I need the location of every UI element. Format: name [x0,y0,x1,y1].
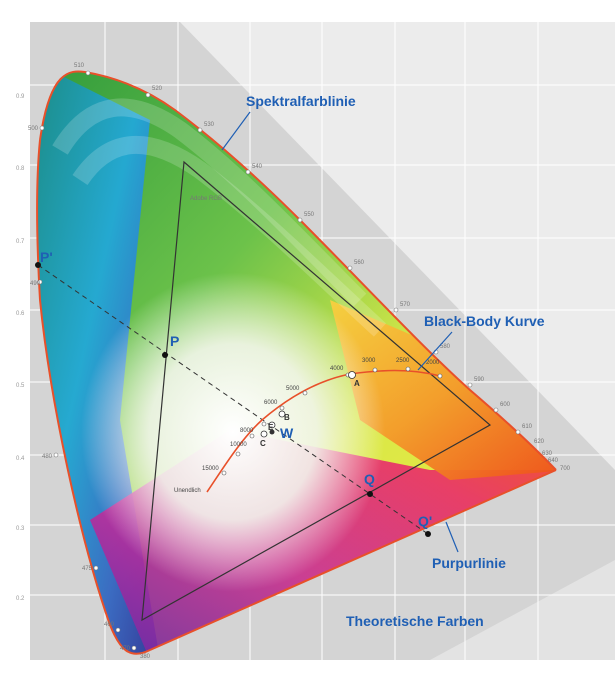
gamut-triangle [141,160,492,622]
wl-label: 520 [152,86,163,92]
wl-label: 550 [304,212,315,218]
spectral-leader [221,111,251,151]
wl-label: 620 [534,439,545,445]
wl-label: 510 [74,63,85,69]
blackbody-label: Black-Body Kurve [424,313,545,329]
point-p-label: P [170,333,179,349]
purple-line [149,469,557,651]
bb-label: 5000 [286,386,300,392]
tick-label: 0.2 [16,596,25,602]
blackbody-labels: 2000 2500 3000 4000 5000 6000 8000 10000… [174,358,440,494]
tick-label: 0.3 [16,526,25,532]
point-p-prime-label: P' [40,249,53,265]
tick-label: 0.8 [16,166,25,172]
wl-label: 610 [522,424,533,430]
blackbody-curve [206,369,441,493]
wl-label: 540 [252,164,263,170]
wl-label: 380 [140,654,151,660]
spectral-locus [39,70,557,471]
bb-label: Unendlich [174,488,201,494]
theoretical-label: Theoretische Farben [346,613,484,629]
bb-label: 8000 [240,428,254,434]
wl-label: 590 [474,377,485,383]
wl-label: 630 [542,451,553,457]
purple-label: Purpurlinie [432,555,506,571]
wl-label: 500 [28,126,39,132]
point-q-prime-label: Q' [418,513,432,529]
wl-label: 470 [120,646,131,652]
spectral-label: Spektralfarblinie [246,93,356,109]
bb-label: 4000 [330,366,344,372]
wl-label: 600 [500,402,511,408]
point-q-label: Q [364,471,375,487]
wl-label: 640 [548,458,559,464]
bb-label: 6000 [264,400,278,406]
wl-label: 560 [354,260,365,266]
illuminant-label: A [354,379,360,388]
wavelength-labels: 380 460 470 475 480 490 500 510 520 530 … [28,63,571,660]
point-q-prime-marker [425,531,431,537]
bb-label: 2000 [426,360,440,366]
illuminant-points [260,371,356,438]
blackbody-leader [417,331,453,371]
wl-label: 460 [104,622,115,628]
wl-label: 700 [560,466,571,472]
point-p-marker [162,352,168,358]
wl-label: 530 [204,122,215,128]
wl-label: 580 [440,344,451,350]
bb-label: 2500 [396,358,410,364]
spectral-locus-left [36,139,151,655]
illuminant-label: B [284,413,290,422]
dashed-line [37,264,429,535]
tick-label: 0.4 [16,456,25,462]
wl-label: 475 [82,566,93,572]
illuminant-label: E [268,423,274,432]
tick-label: 0.9 [16,94,25,100]
light-band-bottom [430,560,615,660]
tick-label: 0.6 [16,311,25,317]
point-w-label: W [280,425,294,441]
tick-label: 0.5 [16,383,25,389]
illuminant-labels: A B C E [260,379,360,448]
point-p-prime-marker [35,262,41,268]
blackbody-markers [221,366,443,476]
bb-label: 15000 [202,466,219,472]
gamut-label: Adobe RGB [190,196,222,202]
axis-ticks: 0.9 0.8 0.7 0.6 0.5 0.4 0.3 0.2 [16,94,25,602]
tick-label: 0.7 [16,239,25,245]
illuminant-label: C [260,439,266,448]
bb-label: 3000 [362,358,376,364]
wl-label: 490 [30,281,41,287]
purple-leader [445,521,459,553]
light-band [180,22,615,470]
wl-label: 480 [42,454,53,460]
wl-label: 570 [400,302,411,308]
bb-label: 10000 [230,442,247,448]
point-q-marker [367,491,373,497]
wavelength-markers [37,70,521,651]
